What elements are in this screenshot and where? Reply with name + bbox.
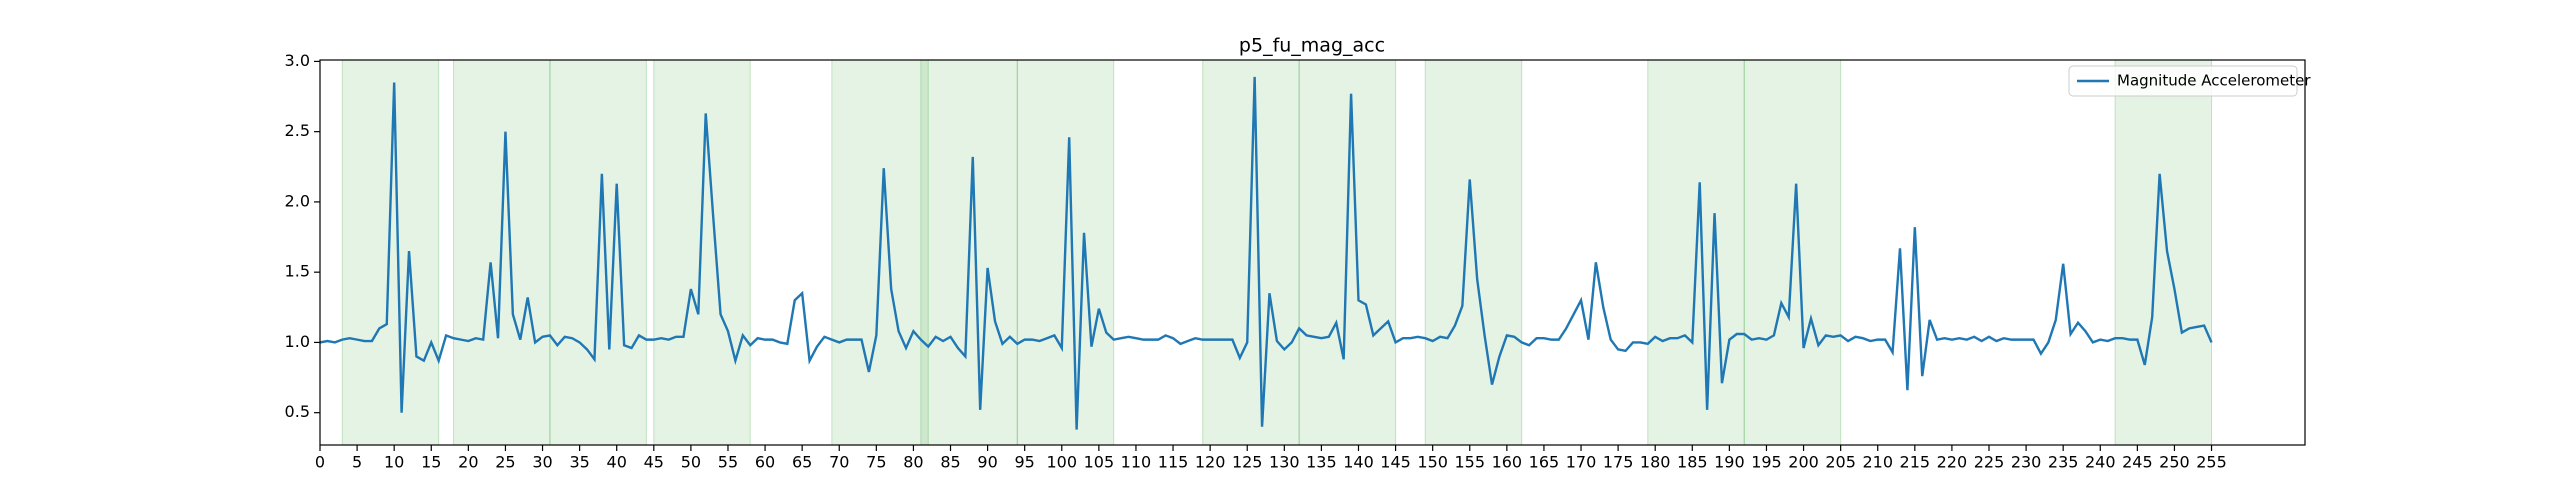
x-tick-label: 25 bbox=[495, 453, 515, 472]
x-tick-label: 90 bbox=[977, 453, 997, 472]
x-tick-label: 20 bbox=[458, 453, 478, 472]
x-tick-label: 165 bbox=[1529, 453, 1560, 472]
x-tick-label: 145 bbox=[1380, 453, 1411, 472]
x-tick-label: 100 bbox=[1047, 453, 1078, 472]
y-tick-label: 1.5 bbox=[285, 262, 310, 281]
x-tick-label: 110 bbox=[1121, 453, 1152, 472]
x-tick-label: 135 bbox=[1306, 453, 1337, 472]
x-tick-label: 95 bbox=[1015, 453, 1035, 472]
x-tick-label: 245 bbox=[2122, 453, 2153, 472]
highlight-span bbox=[2114, 59, 2213, 446]
x-tick-label: 210 bbox=[1862, 453, 1893, 472]
highlight-span bbox=[1424, 59, 1523, 446]
x-tick-label: 130 bbox=[1269, 453, 1300, 472]
y-tick-label: 3.0 bbox=[285, 51, 310, 70]
x-tick-label: 15 bbox=[421, 453, 441, 472]
x-tick-label: 140 bbox=[1343, 453, 1374, 472]
x-tick-label: 185 bbox=[1677, 453, 1708, 472]
x-tick-label: 180 bbox=[1640, 453, 1671, 472]
x-tick-label: 155 bbox=[1454, 453, 1485, 472]
x-tick-label: 105 bbox=[1084, 453, 1115, 472]
x-tick-label: 170 bbox=[1566, 453, 1597, 472]
x-tick-label: 85 bbox=[940, 453, 960, 472]
x-tick-label: 150 bbox=[1417, 453, 1448, 472]
data-line bbox=[319, 76, 2213, 430]
x-tick-label: 0 bbox=[315, 453, 325, 472]
x-tick-label: 120 bbox=[1195, 453, 1226, 472]
x-tick-label: 175 bbox=[1603, 453, 1634, 472]
y-tick-label: 2.5 bbox=[285, 121, 310, 140]
chart-title: p5_fu_mag_acc bbox=[1239, 35, 1385, 57]
y-tick-label: 1.0 bbox=[285, 332, 310, 351]
x-tick-label: 250 bbox=[2159, 453, 2190, 472]
plot-frame bbox=[319, 59, 2306, 446]
x-tick-label: 240 bbox=[2085, 453, 2116, 472]
x-tick-label: 65 bbox=[792, 453, 812, 472]
x-tick-label: 215 bbox=[1900, 453, 1931, 472]
legend-label: Magnitude Accelerometer bbox=[2117, 72, 2311, 90]
x-tick-label: 195 bbox=[1751, 453, 1782, 472]
y-tick-label: 0.5 bbox=[285, 402, 310, 421]
x-tick-label: 35 bbox=[569, 453, 589, 472]
x-tick-label: 55 bbox=[718, 453, 738, 472]
legend-box bbox=[2068, 65, 2298, 97]
x-tick-label: 40 bbox=[607, 453, 627, 472]
x-tick-label: 60 bbox=[755, 453, 775, 472]
highlight-span bbox=[653, 59, 751, 446]
x-tick-label: 70 bbox=[829, 453, 849, 472]
x-tick-label: 235 bbox=[2048, 453, 2079, 472]
x-tick-label: 75 bbox=[866, 453, 886, 472]
highlight-span bbox=[341, 59, 440, 446]
y-tick-label: 2.0 bbox=[285, 191, 310, 210]
x-tick-label: 10 bbox=[384, 453, 404, 472]
x-tick-label: 200 bbox=[1788, 453, 1819, 472]
x-tick-label: 205 bbox=[1825, 453, 1856, 472]
x-tick-label: 190 bbox=[1714, 453, 1745, 472]
x-tick-label: 125 bbox=[1232, 453, 1263, 472]
x-tick-label: 220 bbox=[1937, 453, 1968, 472]
x-tick-label: 115 bbox=[1158, 453, 1189, 472]
x-tick-label: 230 bbox=[2011, 453, 2042, 472]
x-tick-label: 160 bbox=[1492, 453, 1523, 472]
x-tick-label: 45 bbox=[644, 453, 664, 472]
x-tick-label: 80 bbox=[903, 453, 923, 472]
x-tick-label: 225 bbox=[1974, 453, 2005, 472]
x-tick-label: 30 bbox=[532, 453, 552, 472]
x-tick-label: 50 bbox=[681, 453, 701, 472]
x-tick-label: 255 bbox=[2196, 453, 2227, 472]
x-tick-label: 5 bbox=[352, 453, 362, 472]
